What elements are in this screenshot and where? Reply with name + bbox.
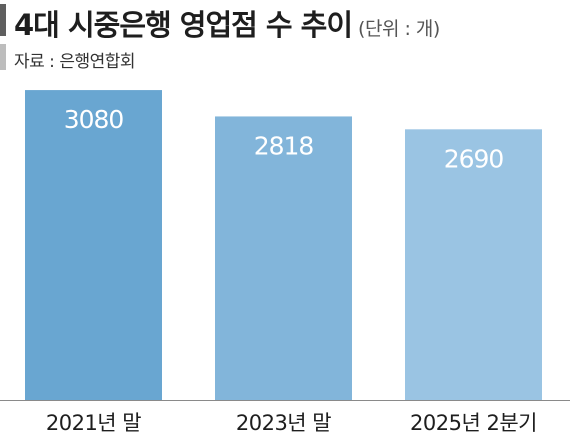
data-label-1: 3080 [64, 105, 124, 134]
data-label-3: 2690 [444, 144, 504, 173]
unit-label: (단위 : 개) [358, 18, 440, 40]
chart-header: 4대 시중은행 영업점 수 추이 (단위 : 개) 자료 : 은행연합회 [0, 0, 570, 78]
source-label: 자료 : 은행연합회 [14, 52, 136, 72]
bar-1 [25, 90, 162, 400]
data-label-2: 2818 [254, 131, 314, 160]
title-accent-bar [0, 4, 6, 36]
category-label-2: 2023년 말 [236, 411, 331, 435]
bar-3 [405, 129, 542, 400]
category-label-3: 2025년 2분기 [410, 411, 537, 435]
chart-title-text: 4대 시중은행 영업점 수 추이 [14, 8, 353, 42]
category-label-1: 2021년 말 [46, 411, 141, 435]
source-accent-bar [0, 44, 6, 70]
chart-title: 4대 시중은행 영업점 수 추이 (단위 : 개) [14, 2, 440, 44]
bar-2 [215, 116, 352, 400]
